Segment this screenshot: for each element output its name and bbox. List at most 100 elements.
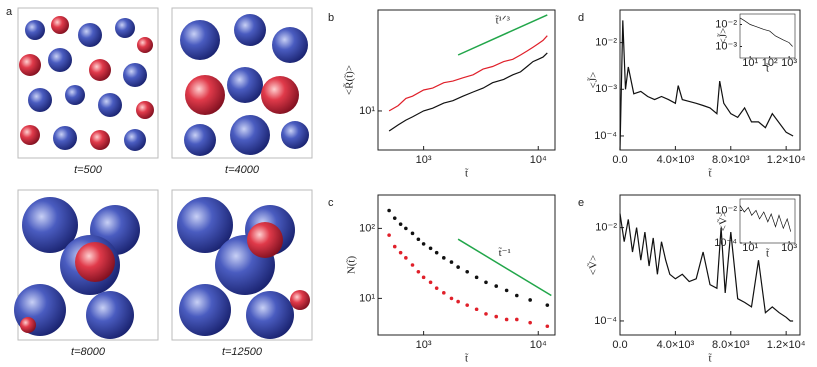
data-point: [434, 286, 439, 290]
render-1: [17, 7, 159, 159]
data-point: [494, 314, 499, 319]
x-tick-label: 10⁴: [530, 154, 547, 166]
plot-frame: [739, 198, 796, 244]
line-annotation: t̃⁻¹: [498, 247, 510, 259]
panel-label: e: [578, 197, 584, 209]
y-tick-label: 10⁻⁴: [594, 130, 617, 142]
data-point: [428, 246, 433, 251]
caption: t=500: [74, 164, 103, 176]
y-tick-label: 10⁻³: [595, 83, 617, 95]
inset-bg: [740, 14, 795, 58]
data-point: [442, 256, 446, 260]
x-axis-label: t̃: [708, 167, 712, 179]
x-tick-label: 8.0×10³: [712, 339, 750, 351]
x-axis-label: t̃: [766, 62, 770, 74]
y-tick-label: 10²: [359, 222, 375, 234]
data-point: [465, 303, 470, 307]
render-2: [171, 7, 313, 159]
data-point: [528, 320, 532, 325]
y-axis-label: <J̃>: [716, 28, 729, 45]
data-point: [515, 317, 519, 322]
y-tick-label: 10¹: [359, 292, 375, 304]
data-point: [387, 208, 391, 213]
data-point: [410, 263, 415, 267]
data-line: [457, 14, 548, 56]
x-tick-label: 1.2×10⁴: [767, 339, 806, 351]
x-axis-label: t̃: [465, 352, 469, 364]
x-tick-label: 10¹: [742, 242, 758, 254]
data-line: [388, 35, 548, 112]
x-axis-label: t̃: [708, 352, 712, 364]
data-point: [404, 256, 408, 260]
y-tick-label: 10⁻²: [715, 204, 737, 216]
data-point: [416, 237, 421, 242]
data-point: [387, 233, 391, 237]
y-axis-label: <Ṽ>: [588, 255, 600, 275]
caption: t=8000: [71, 346, 106, 358]
plot-frame: [377, 9, 556, 151]
panel-label: c: [328, 197, 334, 209]
data-point: [528, 298, 532, 302]
y-tick-label: 10⁻⁴: [594, 315, 617, 327]
data-point: [421, 242, 426, 246]
y-axis-label: <J̃>: [586, 72, 599, 89]
y-tick-label: 10⁻²: [715, 18, 737, 30]
data-point: [398, 250, 403, 255]
data-point: [442, 291, 446, 295]
panel-label: d: [578, 12, 584, 24]
data-point: [494, 284, 499, 288]
data-point: [449, 260, 454, 264]
x-tick-label: 10³: [781, 242, 797, 254]
plot-frame: [619, 9, 801, 151]
data-point: [504, 317, 509, 322]
x-tick-label: 10¹: [742, 57, 758, 69]
data-line: [388, 52, 548, 132]
render-4: [171, 189, 313, 341]
x-tick-label: 0.0: [612, 154, 627, 166]
caption: t=12500: [222, 346, 263, 358]
render-3: [14, 189, 159, 341]
data-point: [456, 299, 460, 304]
data-line: [739, 205, 792, 232]
x-tick-label: 4.0×10³: [657, 154, 695, 166]
plot-frame: [619, 194, 801, 336]
y-tick-label: 10⁻²: [595, 222, 617, 234]
x-tick-label: 8.0×10³: [712, 154, 750, 166]
x-tick-label: 10²: [762, 57, 778, 69]
data-point: [428, 280, 433, 285]
data-point: [392, 216, 397, 220]
data-point: [421, 275, 426, 280]
x-tick-label: 1.2×10⁴: [767, 154, 806, 166]
x-axis-label: t̃: [465, 167, 469, 179]
data-point: [504, 288, 509, 293]
x-tick-label: 0.0: [612, 339, 627, 351]
plot-frame: [739, 13, 796, 59]
data-point: [398, 222, 403, 226]
data-point: [449, 296, 454, 301]
data-point: [545, 303, 550, 307]
y-axis-label: <R̃(t̃)>: [342, 65, 355, 95]
line-annotation: t̃¹ᐟ³: [495, 14, 510, 26]
data-point: [474, 307, 479, 312]
data-point: [392, 244, 397, 249]
caption: t=4000: [225, 164, 260, 176]
x-axis-label: t̃: [766, 247, 770, 259]
data-point: [484, 280, 488, 285]
x-tick-label: 10³: [781, 57, 797, 69]
y-tick-label: 10⁻²: [595, 37, 617, 49]
y-axis-label: N(t̃): [345, 256, 357, 275]
plot-frame: [377, 194, 556, 336]
y-axis-label: <Ṽ>: [718, 211, 730, 231]
x-tick-label: 10⁴: [530, 339, 547, 351]
y-tick-label: 10¹: [359, 105, 375, 117]
data-point: [404, 226, 408, 231]
data-line: [739, 17, 793, 47]
x-tick-label: 10³: [416, 154, 432, 166]
data-line: [619, 20, 794, 151]
data-point: [434, 250, 439, 255]
x-tick-label: 4.0×10³: [657, 339, 695, 351]
data-point: [484, 312, 488, 316]
data-point: [474, 275, 479, 280]
x-tick-label: 10³: [416, 339, 432, 351]
